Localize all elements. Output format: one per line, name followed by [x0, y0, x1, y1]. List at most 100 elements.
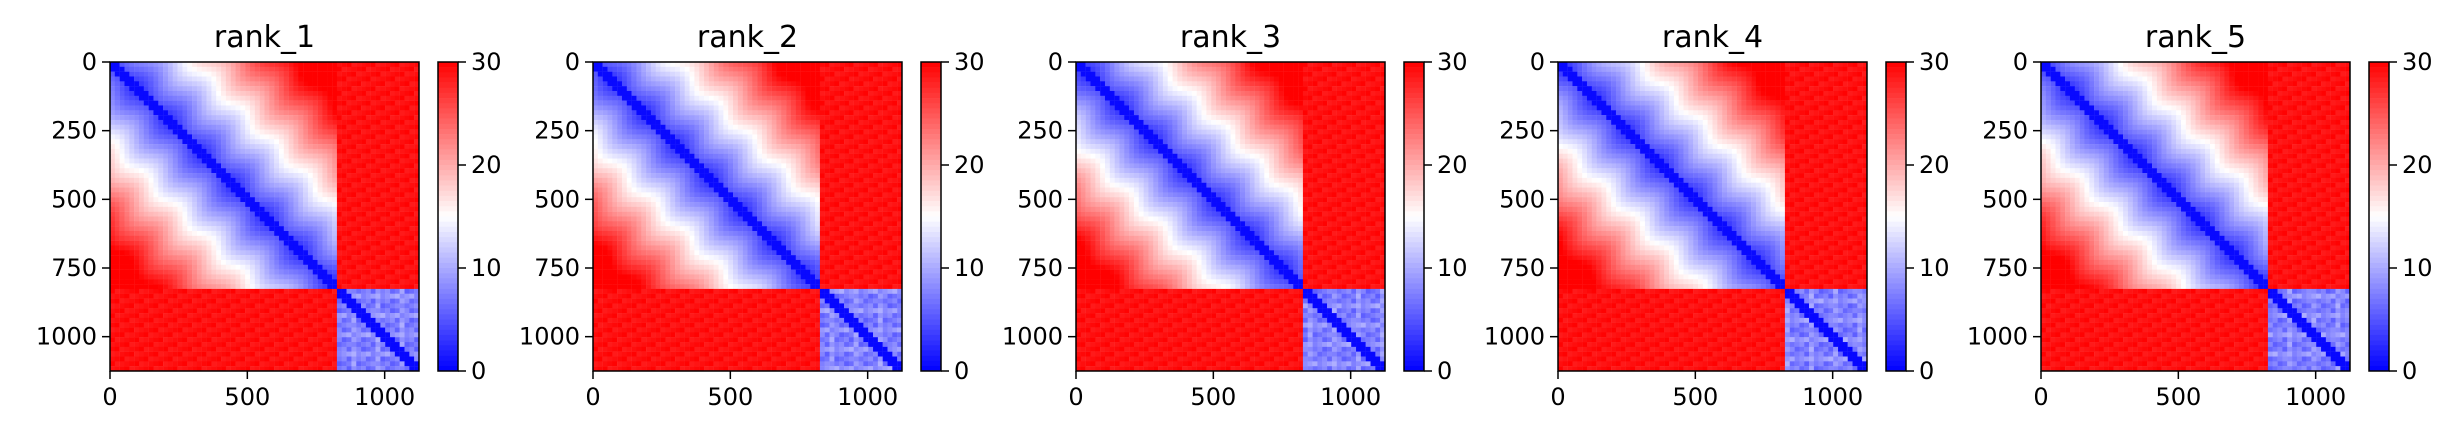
heatmap-cell [163, 226, 168, 231]
heatmap-cell [776, 120, 781, 125]
heatmap-cell [120, 284, 125, 289]
heatmap-cell [327, 178, 332, 183]
heatmap-cell [211, 202, 216, 207]
heatmap-cell [878, 76, 883, 81]
heatmap-cell [192, 313, 197, 318]
heatmap-cell [361, 260, 366, 265]
heatmap-cell [124, 221, 129, 226]
heatmap-cell [347, 328, 352, 333]
heatmap-cell [318, 328, 323, 333]
heatmap-cell [351, 241, 356, 246]
heatmap-cell [202, 139, 207, 144]
heatmap-cell [400, 308, 405, 313]
heatmap-cell [849, 91, 854, 96]
heatmap-cell [240, 115, 245, 120]
heatmap-cell [250, 212, 255, 217]
heatmap-cell [173, 178, 178, 183]
heatmap-cell [110, 221, 115, 226]
heatmap-cell [139, 115, 144, 120]
heatmap-cell [192, 101, 197, 106]
heatmap-cell [293, 313, 298, 318]
heatmap-cell [240, 207, 245, 212]
heatmap-cell [207, 96, 212, 101]
heatmap-cell [178, 217, 183, 222]
heatmap-cell [110, 188, 115, 193]
heatmap-cell [245, 255, 250, 260]
heatmap-cell [318, 221, 323, 226]
heatmap-cell [351, 188, 356, 193]
heatmap-cell [342, 207, 347, 212]
heatmap-cell [327, 260, 332, 265]
heatmap-cell [207, 303, 212, 308]
heatmap-cell [197, 149, 202, 154]
heatmap-cell [661, 120, 666, 125]
heatmap-cell [149, 303, 154, 308]
heatmap-cell [240, 81, 245, 86]
heatmap-cell [714, 96, 719, 101]
heatmap-cell [216, 197, 221, 202]
heatmap-cell [308, 163, 313, 168]
heatmap-cell [187, 125, 192, 130]
heatmap-cell [849, 62, 854, 67]
heatmap-cell [293, 134, 298, 139]
heatmap-cell [202, 91, 207, 96]
heatmap-cell [124, 173, 129, 178]
heatmap-cell [255, 168, 260, 173]
heatmap-cell [255, 357, 260, 362]
heatmap-cell [385, 241, 390, 246]
heatmap-cell [231, 96, 236, 101]
heatmap-cell [743, 120, 748, 125]
heatmap-cell [622, 62, 627, 67]
heatmap-cell [187, 245, 192, 250]
heatmap-cell [255, 183, 260, 188]
heatmap-cell [322, 231, 327, 236]
heatmap-cell [260, 347, 265, 352]
heatmap-cell [279, 308, 284, 313]
heatmap-cell [124, 323, 129, 328]
heatmap-cell [863, 96, 868, 101]
heatmap-cell [240, 76, 245, 81]
heatmap-cell [124, 212, 129, 217]
heatmap-cell [134, 72, 139, 77]
heatmap-cell [284, 347, 289, 352]
heatmap-cell [293, 154, 298, 159]
heatmap-cell [298, 231, 303, 236]
heatmap-cell [255, 260, 260, 265]
heatmap-cell [351, 308, 356, 313]
heatmap-cell [226, 115, 231, 120]
heatmap-cell [332, 168, 337, 173]
heatmap-cell [723, 76, 728, 81]
heatmap-cell [318, 67, 323, 72]
heatmap-cell [211, 139, 216, 144]
heatmap-cell [641, 101, 646, 106]
y-tick-label: 1000 [36, 323, 97, 351]
heatmap-cell [293, 212, 298, 217]
heatmap-cell [593, 120, 598, 125]
heatmap-cell [395, 313, 400, 318]
heatmap-cell [690, 96, 695, 101]
heatmap-cell [163, 318, 168, 323]
heatmap-cell [825, 105, 830, 110]
heatmap-cell [303, 255, 308, 260]
heatmap-cell [356, 328, 361, 333]
heatmap-cell [830, 105, 835, 110]
heatmap-cell [405, 308, 410, 313]
heatmap-cell [313, 207, 318, 212]
heatmap-cell [617, 67, 622, 72]
heatmap-cell [298, 289, 303, 294]
heatmap-cell [376, 101, 381, 106]
heatmap-cell [598, 86, 603, 91]
heatmap-cell [178, 332, 183, 337]
heatmap-cell [115, 332, 120, 337]
heatmap-cell [627, 96, 632, 101]
heatmap-cell [269, 144, 274, 149]
heatmap-cell [274, 197, 279, 202]
heatmap-cell [163, 149, 168, 154]
heatmap-cell [284, 183, 289, 188]
heatmap-cell [298, 149, 303, 154]
heatmap-cell [231, 183, 236, 188]
heatmap-cell [646, 67, 651, 72]
heatmap-cell [255, 72, 260, 77]
heatmap-cell [144, 207, 149, 212]
heatmap-cell [240, 231, 245, 236]
